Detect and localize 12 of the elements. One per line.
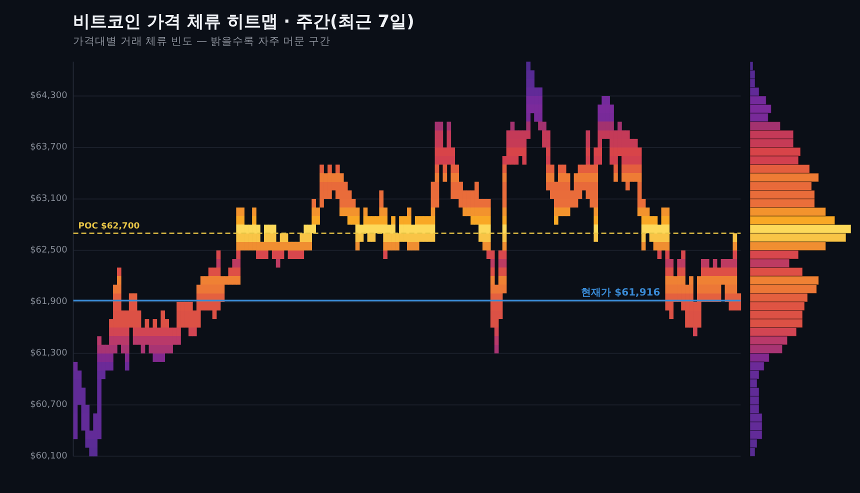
title: 비트코인 가격 체류 히트맵 · 주간(최근 7일) (73, 12, 414, 32)
y-tick-label: $63,100 (30, 194, 68, 204)
ref-line-label: POC $62,700 (78, 221, 140, 232)
y-tick-label: $60,700 (30, 400, 68, 410)
y-tick-label: $61,300 (30, 348, 68, 358)
y-tick-label: $60,100 (30, 451, 68, 462)
y-tick-label: $64,300 (30, 91, 68, 102)
y-tick-label: $62,500 (30, 245, 68, 256)
ref-line-label: 현재가 $61,916 (581, 288, 660, 299)
y-tick-label: $63,700 (30, 142, 68, 152)
subtitle: 가격대별 거래 체류 빈도 — 밝을수록 자주 머문 구간 (73, 36, 331, 48)
y-tick-label: $61,900 (30, 296, 68, 307)
